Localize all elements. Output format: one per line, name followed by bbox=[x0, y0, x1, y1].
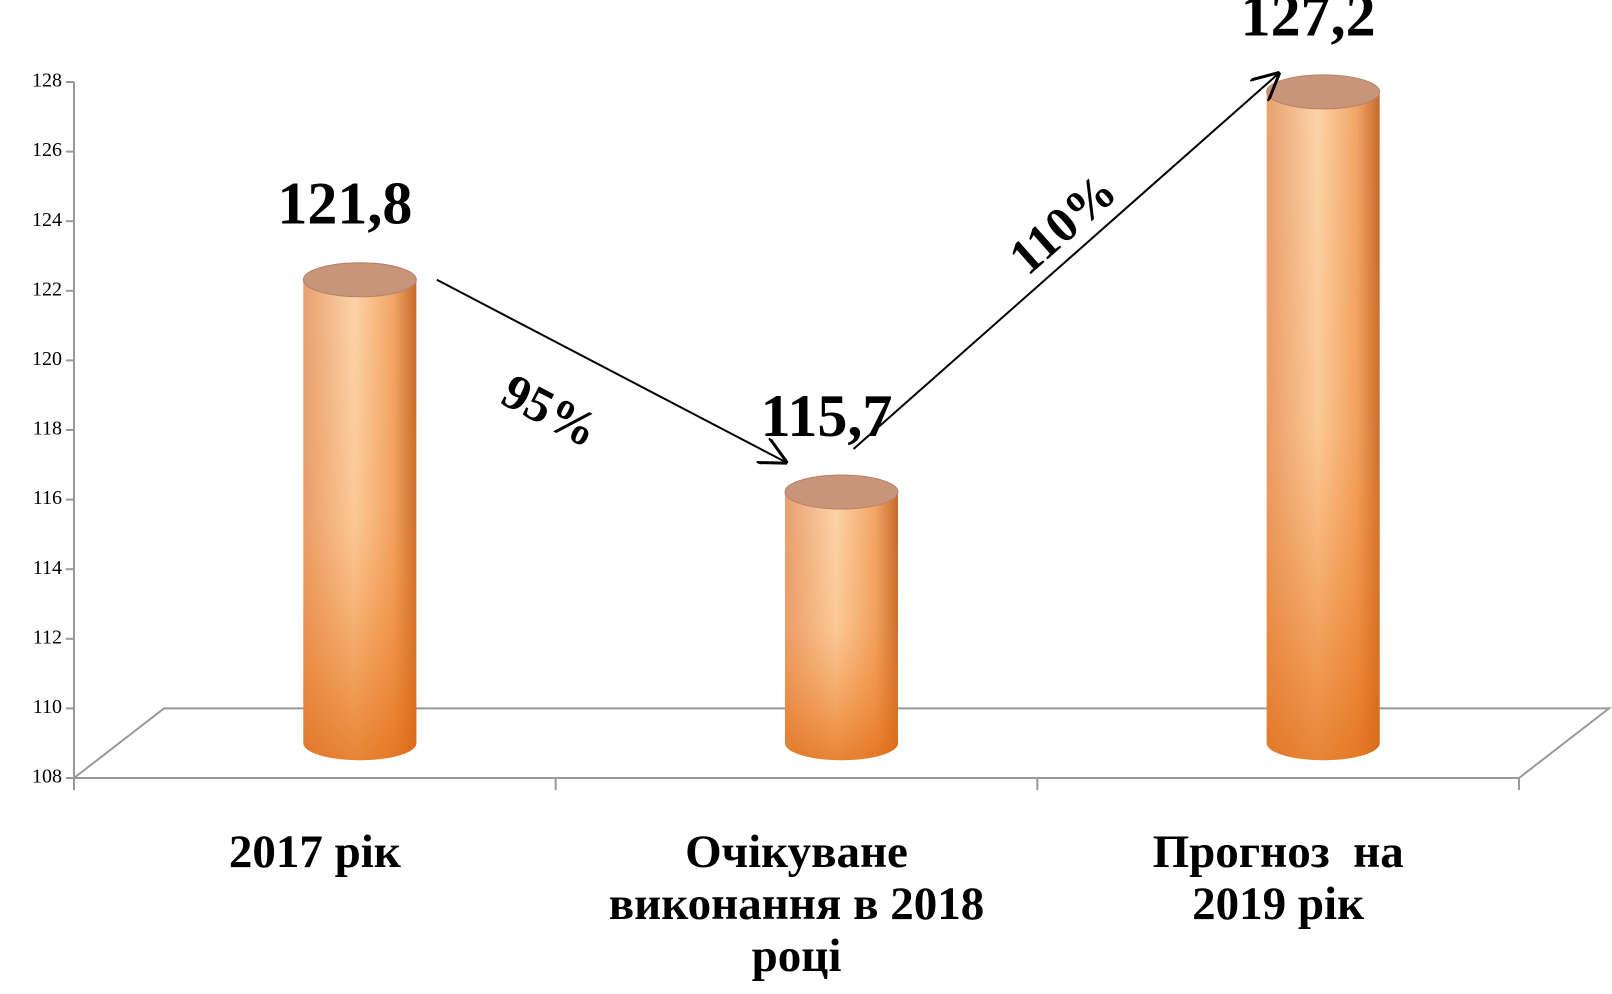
bar bbox=[302, 262, 417, 761]
arrow bbox=[852, 74, 1279, 450]
bar bbox=[1266, 74, 1381, 761]
value-label: 115,7 bbox=[761, 383, 893, 449]
y-tick-label: 122 bbox=[32, 278, 62, 300]
y-tick-label: 120 bbox=[32, 348, 62, 370]
bar-top bbox=[302, 262, 417, 298]
value-label: 121,8 bbox=[277, 171, 412, 237]
y-tick-label: 116 bbox=[33, 487, 62, 509]
y-tick-label: 128 bbox=[32, 70, 62, 92]
y-tick-label: 118 bbox=[33, 418, 62, 440]
y-tick-label: 114 bbox=[33, 557, 62, 579]
bar bbox=[784, 474, 899, 761]
y-tick-label: 124 bbox=[32, 209, 62, 231]
x-tick-label: 2017 рік bbox=[228, 826, 401, 878]
x-tick-label: Прогноз на 2019 рік bbox=[1152, 826, 1416, 930]
annotation: 95% bbox=[493, 362, 608, 458]
y-tick-label: 110 bbox=[33, 696, 62, 718]
value-label: 127,2 bbox=[1241, 0, 1376, 49]
y-tick-label: 108 bbox=[32, 766, 62, 788]
bar-shade bbox=[303, 279, 417, 761]
bar-top bbox=[1266, 74, 1381, 110]
x-tick-label: Очікуване виконання в 2018 році bbox=[608, 826, 996, 982]
arrow bbox=[436, 278, 786, 462]
bar-shade bbox=[1266, 91, 1380, 761]
bar-top bbox=[784, 474, 899, 510]
bar-shade bbox=[785, 492, 898, 761]
y-tick-label: 112 bbox=[33, 626, 62, 648]
y-tick-label: 126 bbox=[32, 139, 62, 161]
